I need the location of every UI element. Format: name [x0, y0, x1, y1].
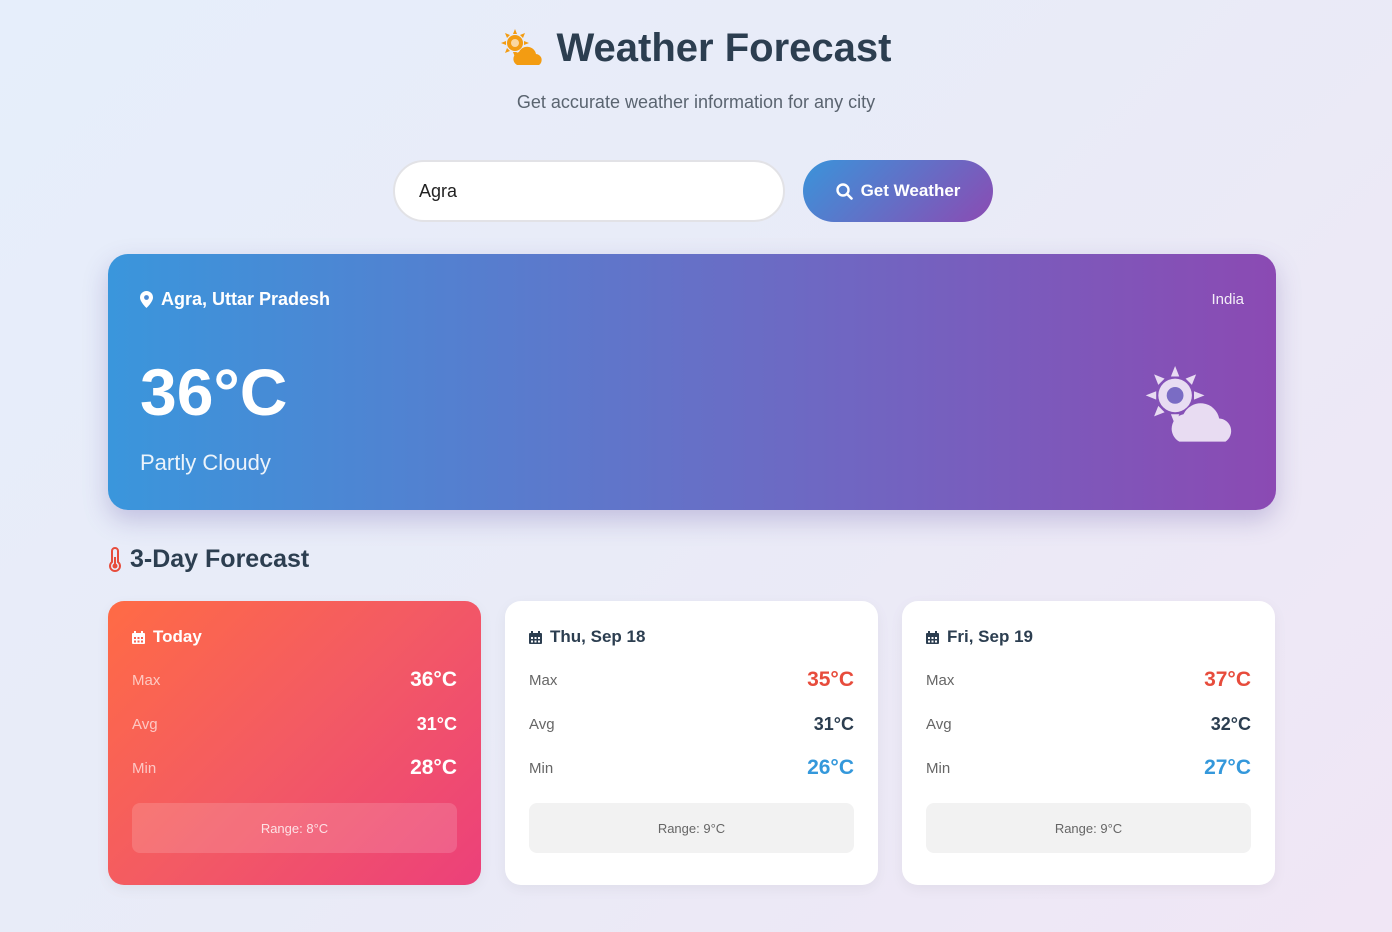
- min-temp: 27°C: [1204, 756, 1251, 779]
- forecast-card: Fri, Sep 19 Max 37°C Avg 32°C Min 27°C Rang…: [902, 601, 1275, 885]
- calendar-icon: [132, 630, 145, 644]
- avg-temp: 31°C: [813, 713, 854, 734]
- temp-range: Range: 9°C: [926, 803, 1251, 853]
- calendar-icon: [926, 630, 939, 644]
- location: Agra, Uttar Pradesh: [140, 289, 330, 310]
- current-weather-card: Agra, Uttar Pradesh India 36°C Partly Cl…: [108, 254, 1276, 510]
- temp-range: Range: 9°C: [529, 803, 854, 853]
- temp-range: Range: 8°C: [132, 803, 457, 853]
- max-row: Max 35°C: [529, 668, 854, 691]
- current-temperature: 36°C: [140, 355, 288, 429]
- forecast-heading: 3-Day Forecast: [108, 545, 309, 574]
- search-bar: Get Weather: [393, 160, 993, 222]
- country: India: [1211, 291, 1244, 308]
- min-row: Min 28°C: [132, 756, 457, 779]
- forecast-card: Today Max 36°C Avg 31°C Min 28°C Range: 8°C: [108, 601, 481, 885]
- max-row: Max 36°C: [132, 668, 457, 691]
- avg-row: Avg 31°C: [132, 713, 457, 734]
- page-title: Weather Forecast: [500, 26, 891, 71]
- max-temp: 37°C: [1204, 668, 1251, 691]
- min-row: Min 26°C: [529, 756, 854, 779]
- sun-cloud-icon: [1145, 366, 1232, 442]
- avg-row: Avg 31°C: [529, 713, 854, 734]
- city-input[interactable]: [393, 160, 785, 222]
- forecast-day: Today: [132, 627, 457, 647]
- max-temp: 35°C: [807, 668, 854, 691]
- map-pin-icon: [140, 291, 153, 308]
- avg-temp: 32°C: [1210, 713, 1251, 734]
- forecast-card: Thu, Sep 18 Max 35°C Avg 31°C Min 26°C Rang…: [505, 601, 878, 885]
- min-row: Min 27°C: [926, 756, 1251, 779]
- calendar-icon: [529, 630, 542, 644]
- thermometer-icon: [109, 546, 121, 572]
- subtitle: Get accurate weather information for any…: [516, 91, 876, 112]
- min-temp: 28°C: [410, 756, 457, 779]
- condition: Partly Cloudy: [140, 450, 271, 475]
- forecast-day: Fri, Sep 19: [926, 627, 1251, 647]
- header: Weather Forecast Get accurate weather in…: [0, 26, 1392, 113]
- get-weather-button[interactable]: Get Weather: [803, 160, 993, 222]
- search-icon: [835, 182, 853, 200]
- min-temp: 26°C: [807, 756, 854, 779]
- max-temp: 36°C: [410, 668, 457, 691]
- avg-temp: 31°C: [416, 713, 457, 734]
- forecast-cards: Today Max 36°C Avg 31°C Min 28°C Range: 8°C…: [108, 601, 1275, 885]
- sun-cloud-icon: [500, 28, 542, 65]
- max-row: Max 37°C: [926, 668, 1251, 691]
- avg-row: Avg 32°C: [926, 713, 1251, 734]
- forecast-day: Thu, Sep 18: [529, 627, 854, 647]
